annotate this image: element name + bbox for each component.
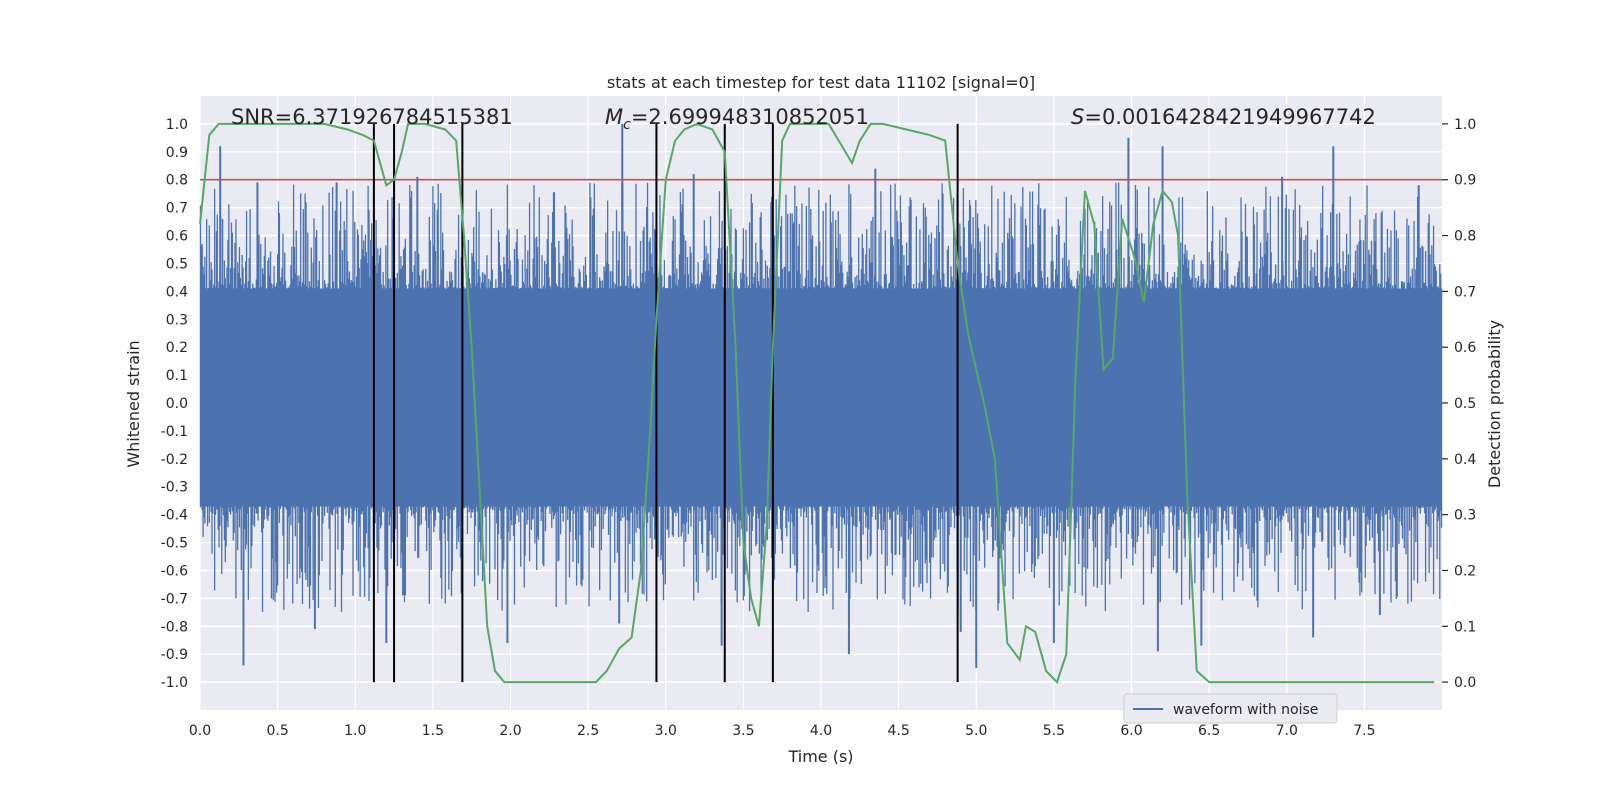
y-tick-label: -0.9	[161, 647, 188, 663]
y-tick-label: -0.8	[161, 619, 188, 635]
y2-axis-label: Detection probability	[1485, 320, 1504, 488]
y-tick-label: 0.2	[166, 340, 188, 356]
x-tick-label: 0.0	[189, 723, 211, 739]
y-axis-label: Whitened strain	[124, 340, 143, 467]
y2-tick-label: 1.0	[1454, 117, 1476, 133]
x-tick-label: 4.0	[810, 723, 832, 739]
chirp-mass-symbol: M	[605, 105, 623, 129]
y2-tick-label: 0.8	[1454, 229, 1476, 245]
y-tick-label: -1.0	[161, 675, 188, 691]
chirp-mass-value: =2.699948310852051	[631, 105, 869, 129]
y-tick-labels: 1.0 0.9 0.8 0.7 0.6 0.5 0.4 0.3 0.2 0.1 0.0 -0.1 -0.…	[161, 117, 188, 691]
y2-tick-label: 0.5	[1454, 396, 1476, 412]
y-tick-label: -0.4	[161, 508, 188, 524]
s-symbol: S	[1071, 105, 1084, 129]
y2-tick-labels: 1.0 0.9 0.8 0.7 0.6 0.5 0.4 0.3 0.2 0.1 0.0	[1442, 117, 1476, 691]
y2-tick-label: 0.0	[1454, 675, 1476, 691]
y2-tick-label: 0.4	[1454, 452, 1476, 468]
x-tick-label: 4.5	[887, 723, 909, 739]
y-tick-label: -0.7	[161, 591, 188, 607]
x-tick-label: 3.0	[655, 723, 677, 739]
y-tick-label: -0.5	[161, 536, 188, 552]
y-tick-label: 0.3	[166, 312, 188, 328]
legend-box	[1123, 693, 1338, 724]
legend-label: waveform with noise	[1173, 702, 1318, 718]
legend: waveform with noise	[1123, 693, 1338, 724]
y2-tick-label: 0.3	[1454, 508, 1476, 524]
x-tick-label: 6.0	[1120, 723, 1142, 739]
y-tick-label: -0.1	[161, 424, 188, 440]
y-tick-label: 0.6	[166, 229, 188, 245]
chart-title: stats at each timestep for test data 111…	[607, 73, 1035, 92]
y2-tick-label: 0.6	[1454, 340, 1476, 356]
y2-tick-label: 0.1	[1454, 619, 1476, 635]
x-tick-label: 0.5	[266, 723, 288, 739]
y-tick-label: 0.8	[166, 173, 188, 189]
y-tick-label: -0.3	[161, 480, 188, 496]
detection-boundaries	[372, 123, 959, 683]
x-tick-labels: 0.0 0.5 1.0 1.5 2.0 2.5 3.0 3.5 4.0 4.5 5.0 5.5 6.0 6…	[189, 723, 1376, 739]
y-tick-label: -0.2	[161, 452, 188, 468]
s-value: =0.0016428421949967742	[1084, 105, 1376, 129]
probability-series	[199, 122, 1435, 684]
x-tick-label: 2.0	[499, 723, 521, 739]
waveform-series	[199, 123, 1443, 669]
y2-tick-label: 0.9	[1454, 173, 1476, 189]
waveform-core-band	[200, 288, 1442, 507]
y-tick-label: 0.9	[166, 145, 188, 161]
x-tick-label: 7.0	[1276, 723, 1298, 739]
s-annotation: S=0.0016428421949967742	[1071, 105, 1376, 129]
chirp-mass-subscript: c	[623, 117, 631, 133]
y-tick-label: -0.6	[161, 563, 188, 579]
chirp-mass-annotation: Mc=2.699948310852051	[605, 105, 869, 133]
x-tick-label: 5.5	[1043, 723, 1065, 739]
snr-annotation: SNR=6.371926784515381	[231, 105, 513, 129]
x-tick-label: 1.0	[344, 723, 366, 739]
y-tick-label: 0.4	[166, 284, 188, 300]
y-tick-label: 0.1	[166, 368, 188, 384]
x-tick-label: 3.5	[732, 723, 754, 739]
y2-tick-label: 0.7	[1454, 284, 1476, 300]
x-tick-label: 5.0	[965, 723, 987, 739]
y-tick-label: 0.0	[166, 396, 188, 412]
y2-tick-label: 0.2	[1454, 563, 1476, 579]
x-tick-label: 1.5	[422, 723, 444, 739]
x-tick-label: 2.5	[577, 723, 599, 739]
x-tick-label: 6.5	[1198, 723, 1220, 739]
x-axis-label: Time (s)	[787, 747, 853, 766]
x-tick-label: 7.5	[1353, 723, 1375, 739]
y-tick-label: 0.5	[166, 256, 188, 272]
y-tick-label: 1.0	[166, 117, 188, 133]
y-tick-label: 0.7	[166, 201, 188, 217]
